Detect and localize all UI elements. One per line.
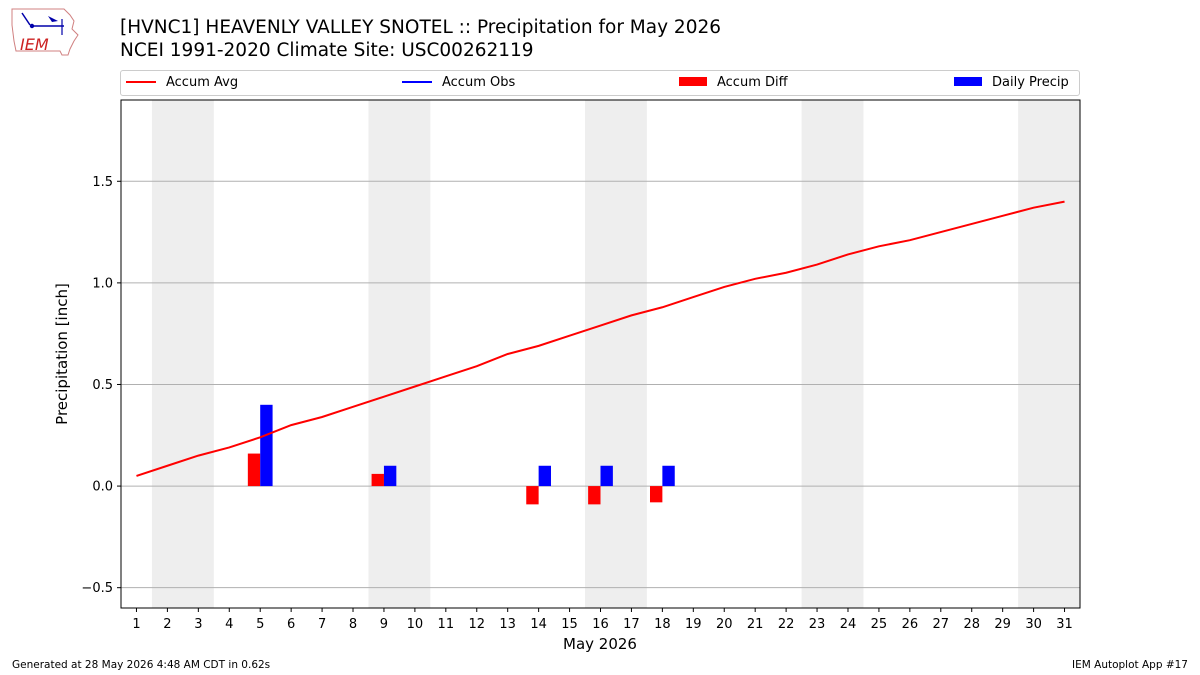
legend-label-accum-avg: Accum Avg: [166, 75, 239, 90]
generated-footer: Generated at 28 May 2026 4:48 AM CDT in …: [12, 659, 271, 671]
accum-avg-line: [136, 200, 1065, 477]
x-tick-label: 12: [468, 617, 485, 632]
x-tick-label: 26: [902, 617, 919, 632]
logo-text: IEM: [20, 35, 49, 54]
x-tick-label: 24: [840, 617, 857, 632]
chart-subtitle: NCEI 1991-2020 Climate Site: USC00262119: [120, 40, 534, 61]
daily-precip-bar-day-5: [260, 404, 273, 487]
y-gridlines: [121, 180, 1080, 589]
x-tick-label: 20: [716, 617, 733, 632]
legend-item-accum-avg: Accum Avg: [126, 74, 238, 92]
x-tick-label: 7: [318, 617, 326, 632]
y-tick-label: 0.0: [92, 480, 113, 495]
legend-swatch-accum-diff: [679, 77, 707, 86]
chart-legend: Accum Avg Accum Obs Accum Diff Daily Pre…: [120, 70, 1080, 96]
legend-item-daily-precip: Daily Precip: [954, 74, 1069, 92]
x-tick-label: 28: [963, 617, 980, 632]
x-tick-label: 1: [132, 617, 140, 632]
x-tick-label: 11: [438, 617, 455, 632]
x-tick-label: 19: [685, 617, 702, 632]
x-tick-label: 10: [407, 617, 424, 632]
x-axis-label: May 2026: [563, 635, 637, 653]
x-tick-label: 25: [871, 617, 888, 632]
weekend-band-23-24: [801, 100, 864, 608]
x-tick-label: 9: [380, 617, 388, 632]
legend-swatch-accum-avg: [126, 80, 156, 83]
plot-frame: [120, 99, 1081, 609]
legend-item-accum-obs: Accum Obs: [402, 74, 515, 92]
line-series: [136, 200, 1065, 477]
weekend-band-2-3: [151, 100, 214, 608]
y-tick-label: 1.5: [92, 175, 113, 190]
x-tick-label: 2: [163, 617, 171, 632]
accum-diff-bar-day-18: [649, 486, 663, 503]
x-tick-label: 22: [778, 617, 795, 632]
accum-diff-bar-day-9: [371, 473, 384, 487]
daily-precip-bar-day-9: [383, 465, 397, 487]
accum-diff-bar-day-5: [247, 453, 261, 487]
x-tick-label: 31: [1056, 617, 1073, 632]
legend-swatch-accum-obs: [402, 80, 432, 83]
daily-precip-bar-day-18: [662, 465, 675, 487]
legend-swatch-daily-precip: [954, 77, 982, 86]
daily-precip-bar-day-14: [538, 465, 552, 487]
x-tick-label: 16: [592, 617, 609, 632]
legend-label-accum-diff: Accum Diff: [717, 75, 788, 90]
chart-title: [HVNC1] HEAVENLY VALLEY SNOTEL :: Precip…: [120, 17, 722, 38]
iem-logo: IEM: [8, 5, 80, 59]
x-tick-label: 6: [287, 617, 295, 632]
x-tick-label: 30: [1025, 617, 1042, 632]
y-tick-label: 1.0: [92, 276, 113, 291]
x-tick-label: 23: [809, 617, 826, 632]
axes: −0.50.00.51.01.51 2 3 4 5 6 7 8 9 10 11 12 13 14 15 16 1…: [81, 99, 1081, 632]
weekend-band-16-17: [585, 100, 647, 608]
x-tick-label: 4: [225, 617, 233, 632]
legend-label-daily-precip: Daily Precip: [992, 75, 1069, 90]
app-footer: IEM Autoplot App #17: [1072, 659, 1188, 671]
weekend-band-30-31: [1018, 100, 1080, 608]
y-tick-label: −0.5: [81, 581, 113, 596]
x-tick-label: 17: [623, 617, 640, 632]
x-tick-label: 13: [499, 617, 516, 632]
weekend-band-9-10: [368, 100, 431, 608]
x-tick-label: 29: [994, 617, 1011, 632]
y-axis-label: Precipitation [inch]: [53, 283, 71, 425]
x-tick-label: 15: [561, 617, 578, 632]
x-tick-label: 18: [654, 617, 671, 632]
accum-diff-bar-day-14: [526, 486, 539, 505]
x-tick-label: 27: [933, 617, 950, 632]
y-tick-label: 0.5: [92, 378, 113, 393]
x-tick-label: 8: [349, 617, 357, 632]
bar-series: [247, 404, 675, 505]
accum-diff-bar-day-16: [588, 486, 601, 505]
x-tick-label: 21: [747, 617, 764, 632]
x-tick-label: 14: [530, 617, 547, 632]
weekend-shading: [151, 100, 1080, 608]
x-tick-label: 3: [194, 617, 202, 632]
x-tick-label: 5: [256, 617, 264, 632]
daily-precip-bar-day-16: [600, 465, 613, 487]
iem-logo-graphic: IEM: [11, 8, 79, 56]
legend-item-accum-diff: Accum Diff: [679, 74, 788, 92]
legend-label-accum-obs: Accum Obs: [442, 75, 516, 90]
